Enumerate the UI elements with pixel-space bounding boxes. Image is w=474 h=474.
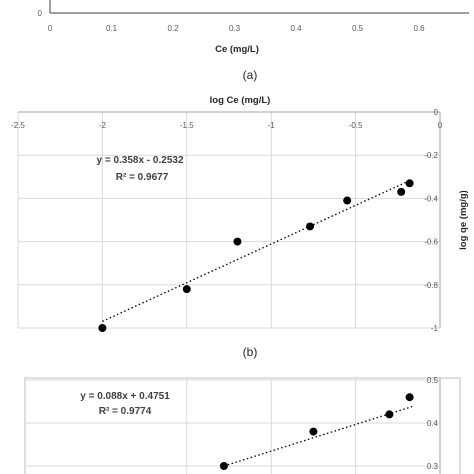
- x-tick-label: -2.5: [11, 121, 25, 130]
- x-axis-title: Ce (mg/L): [215, 44, 259, 55]
- y-tick-label: 0: [38, 9, 43, 18]
- x-tick-label: 0.1: [106, 24, 118, 33]
- data-point: [219, 462, 228, 470]
- panel-label: (b): [243, 345, 258, 359]
- data-point: [306, 222, 315, 231]
- data-point: [233, 237, 242, 246]
- x-tick-label: 0: [438, 121, 443, 130]
- data-point: [397, 187, 406, 196]
- y-tick-label: 0: [434, 108, 439, 117]
- data-point: [182, 285, 191, 294]
- r-squared-label: R² = 0.9677: [116, 172, 169, 183]
- trendline-equation: y = 0.358x - 0.2532: [96, 155, 183, 166]
- panel-b: log Ce (mg/L) -2.5 -2 -1.5 -1 -0.5 0 0 -0.2 -0.4 -…: [11, 95, 469, 359]
- trendline: [223, 405, 415, 467]
- data-point: [385, 410, 394, 419]
- y-tick-label: -0.8: [424, 281, 438, 290]
- panel-label: (a): [243, 68, 258, 82]
- r-squared-label: R² = 0.9774: [99, 406, 152, 417]
- trendline: [102, 180, 410, 322]
- trendline-equation: y = 0.088x + 0.4751: [80, 391, 170, 402]
- x-tick-label: 0.3: [229, 24, 241, 33]
- data-point: [98, 324, 107, 332]
- x-tick-label: 0.6: [413, 24, 425, 33]
- data-point: [405, 179, 414, 188]
- x-tick-label: 0: [48, 24, 53, 33]
- panel-a: 000.10.20.30.40.50.60.7Ce (mg/L)(a): [38, 0, 469, 82]
- y-tick-label: 0.3: [427, 462, 439, 471]
- x-axis-title: log Ce (mg/L): [210, 95, 271, 106]
- y-axis-title: log qe (mg/g): [458, 190, 469, 250]
- data-point: [309, 427, 318, 436]
- x-tick-label: 0.5: [352, 24, 364, 33]
- data-point: [405, 393, 414, 402]
- y-tick-label: -0.6: [424, 238, 438, 247]
- x-tick-label: -0.5: [349, 121, 363, 130]
- y-tick-label: 0.5: [427, 376, 439, 385]
- y-tick-label: -0.2: [424, 151, 438, 160]
- x-tick-label: -2: [99, 121, 107, 130]
- y-tick-label: -0.4: [424, 194, 438, 203]
- y-tick-label: 0.4: [427, 419, 439, 428]
- panel-c: 0.5 0.4 0.3 y = 0.088x + 0.4751 R² = 0.9774: [24, 376, 461, 474]
- x-tick-label: 0.4: [290, 24, 302, 33]
- x-tick-label: -1.5: [180, 121, 194, 130]
- x-tick-label: 0.2: [167, 24, 179, 33]
- y-tick-label: -1: [431, 324, 439, 333]
- data-point: [343, 196, 352, 205]
- x-tick-label: -1: [268, 121, 276, 130]
- plot-frame: [24, 377, 461, 474]
